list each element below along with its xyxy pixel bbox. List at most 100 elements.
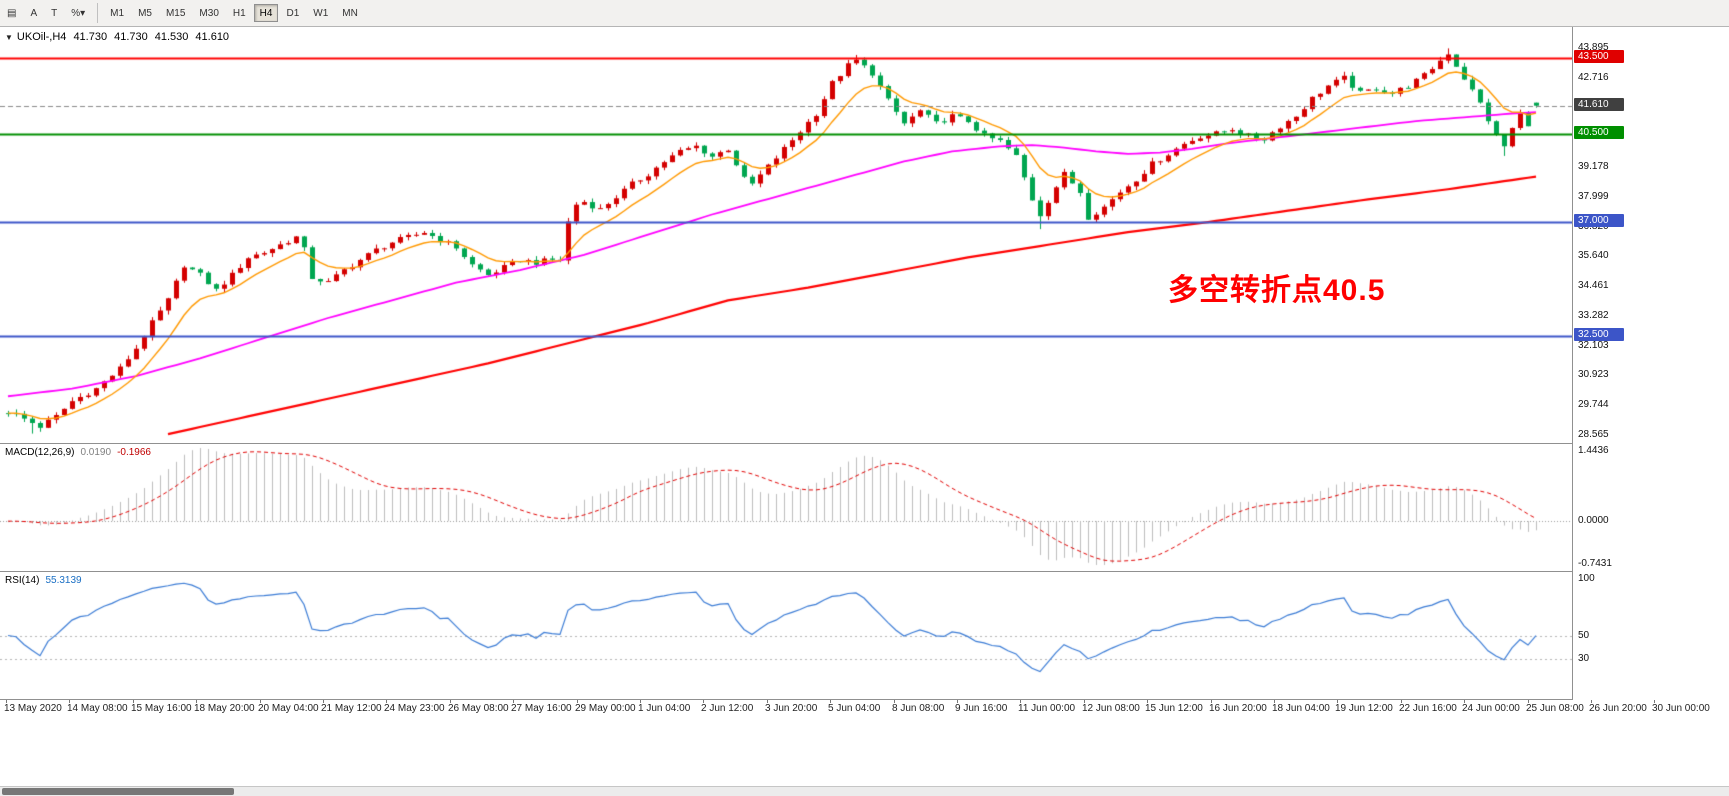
time-label: 26 Jun 20:00	[1589, 703, 1647, 714]
time-label: 24 May 23:00	[384, 703, 445, 714]
macd-panel: MACD(12,26,9) 0.0190 -0.1966	[0, 444, 1572, 571]
time-tick	[830, 700, 831, 703]
time-tick	[196, 700, 197, 703]
rsi-label: RSI(14) 55.3139	[5, 575, 82, 586]
timeframe-button-h1[interactable]: H1	[232, 8, 246, 19]
time-label: 14 May 08:00	[67, 703, 128, 714]
time-label: 24 Jun 00:00	[1462, 703, 1520, 714]
time-label: 22 Jun 16:00	[1399, 703, 1457, 714]
symbol-period-label: UKOil-,H4	[16, 31, 67, 43]
time-tick	[1528, 700, 1529, 703]
time-tick	[513, 700, 514, 703]
time-tick	[1337, 700, 1338, 703]
time-label: 12 Jun 08:00	[1082, 703, 1140, 714]
price-tick-label: 32.103	[1578, 340, 1609, 351]
chart-annotation-text: 多空转折点40.5	[1168, 274, 1386, 307]
time-label: 9 Jun 16:00	[955, 703, 1008, 714]
rsi-axis-30: 30	[1578, 653, 1590, 664]
time-tick	[894, 700, 895, 703]
time-label: 18 May 20:00	[194, 703, 255, 714]
timeframe-button-mn[interactable]: MN	[342, 8, 358, 19]
price-tick-label: 34.461	[1578, 280, 1609, 291]
time-label: 1 Jun 04:00	[638, 703, 691, 714]
time-label: 29 May 00:00	[575, 703, 636, 714]
rsi-axis-100: 100	[1578, 573, 1595, 584]
rsi-canvas[interactable]	[0, 572, 1572, 699]
price-tick-label: 42.716	[1578, 72, 1609, 83]
time-label: 15 Jun 12:00	[1145, 703, 1203, 714]
price-tick-label: 30.923	[1578, 369, 1609, 380]
time-label: 26 May 08:00	[448, 703, 509, 714]
time-label: 30 Jun 00:00	[1652, 703, 1710, 714]
timeframe-button-m30[interactable]: M30	[199, 8, 219, 19]
macd-main-value: 0.0190	[80, 447, 112, 458]
time-tick	[1211, 700, 1212, 703]
rsi-value: 55.3139	[45, 575, 82, 586]
time-label: 15 May 16:00	[131, 703, 192, 714]
time-label: 5 Jun 04:00	[828, 703, 881, 714]
timeframe-button-m15[interactable]: M15	[165, 8, 186, 19]
macd-label: MACD(12,26,9) 0.0190 -0.1966	[5, 447, 151, 458]
time-tick	[1084, 700, 1085, 703]
macd-signal-value: -0.1966	[117, 447, 151, 458]
ohlc-close: 41.610	[195, 31, 230, 43]
price-badge-40.500: 40.500	[1574, 126, 1624, 139]
main-chart-canvas[interactable]	[0, 27, 1572, 443]
time-tick	[323, 700, 324, 703]
time-tick	[1591, 700, 1592, 703]
toolbar: ▤ A T %▾ M1 M5 M15 M30 H1 H4 D1 W1 MN	[0, 0, 1729, 27]
time-label: 8 Jun 08:00	[892, 703, 945, 714]
macd-axis-zero: 0.0000	[1578, 515, 1609, 526]
price-badge-43.500: 43.500	[1574, 50, 1624, 63]
macd-axis-max: 1.4436	[1578, 445, 1609, 456]
chart-title: ▼ UKOil-,H4 41.730 41.730 41.530 41.610	[5, 31, 229, 43]
time-tick	[1020, 700, 1021, 703]
panel-divider[interactable]	[0, 571, 1729, 572]
time-tick	[767, 700, 768, 703]
timeframe-button-d1[interactable]: D1	[286, 8, 300, 19]
chart-menu-icon[interactable]: ▼	[5, 33, 13, 42]
horizontal-scrollbar-track[interactable]	[0, 786, 1729, 796]
ohlc-open: 41.730	[73, 31, 108, 43]
time-tick	[577, 700, 578, 703]
time-tick	[703, 700, 704, 703]
time-label: 11 Jun 00:00	[1018, 703, 1076, 714]
time-label: 19 Jun 12:00	[1335, 703, 1393, 714]
macd-name: MACD(12,26,9)	[5, 447, 75, 458]
timeframe-button-group: M1 M5 M15 M30 H1 H4 D1 W1 MN	[103, 4, 365, 22]
template-tool-icon[interactable]: T	[51, 8, 58, 19]
timeframe-button-m1[interactable]: M1	[110, 8, 125, 19]
time-tick	[1464, 700, 1465, 703]
time-label: 25 Jun 08:00	[1526, 703, 1584, 714]
macd-axis-min: -0.7431	[1578, 558, 1612, 569]
time-tick	[260, 700, 261, 703]
timeframe-button-w1[interactable]: W1	[313, 8, 329, 19]
panel-divider[interactable]	[0, 699, 1729, 700]
time-axis[interactable]: 13 May 2020 14 May 08:00 15 May 16:00 18 Ma…	[0, 700, 1729, 716]
price-tick-label: 35.640	[1578, 250, 1609, 261]
time-label: 21 May 12:00	[321, 703, 382, 714]
price-tick-label: 37.999	[1578, 191, 1609, 202]
panel-divider[interactable]	[0, 443, 1729, 444]
time-tick	[1654, 700, 1655, 703]
text-tool-icon[interactable]: A	[30, 8, 38, 19]
indicators-dropdown-icon[interactable]: %▾	[71, 8, 86, 19]
time-tick	[1401, 700, 1402, 703]
price-tick-label: 43.895	[1578, 42, 1609, 53]
time-tick	[450, 700, 451, 703]
price-tick-label: 33.282	[1578, 310, 1609, 321]
price-axis[interactable]: 43.89542.71641.53740.35739.17837.99936.8…	[1572, 27, 1729, 700]
time-tick	[1147, 700, 1148, 703]
horizontal-scrollbar-thumb[interactable]	[2, 788, 234, 795]
price-tick-label: 39.178	[1578, 161, 1609, 172]
time-tick	[957, 700, 958, 703]
time-tick	[69, 700, 70, 703]
timeframe-button-h4[interactable]: H4	[253, 4, 279, 22]
macd-canvas[interactable]	[0, 444, 1572, 571]
rsi-axis-50: 50	[1578, 630, 1590, 641]
timeframe-button-m5[interactable]: M5	[138, 8, 152, 19]
toolbar-icon-group: ▤ A T %▾	[0, 4, 92, 22]
time-label: 2 Jun 12:00	[701, 703, 754, 714]
chart-list-icon[interactable]: ▤	[7, 8, 17, 19]
